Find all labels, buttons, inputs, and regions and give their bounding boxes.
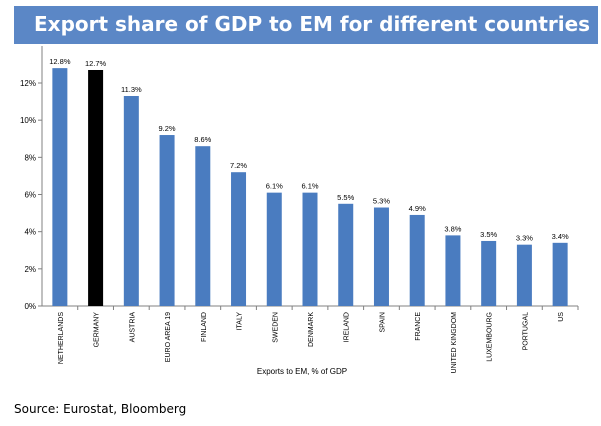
source-note: Source: Eurostat, Bloomberg xyxy=(14,402,187,416)
bar xyxy=(552,242,568,306)
y-tick-label: 12% xyxy=(20,79,36,88)
bar xyxy=(481,240,497,306)
bar xyxy=(409,214,425,306)
bar xyxy=(338,203,354,306)
bar xyxy=(373,207,389,306)
data-label: 5.5% xyxy=(337,193,354,202)
data-label: 3.5% xyxy=(480,230,497,239)
data-label: 11.3% xyxy=(121,85,142,94)
data-label: 3.3% xyxy=(516,234,533,243)
data-label: 8.6% xyxy=(194,135,211,144)
title-bar: Export share of GDP to EM for different … xyxy=(14,6,598,44)
x-tick-label: EURO AREA 19 xyxy=(165,312,172,362)
data-label: 6.1% xyxy=(301,182,318,191)
x-tick-label: US xyxy=(558,312,565,322)
x-tick-label: SPAIN xyxy=(379,312,386,333)
data-label: 5.3% xyxy=(373,197,390,206)
data-label: 4.9% xyxy=(409,204,426,213)
x-tick-label: NETHERLANDS xyxy=(58,312,65,364)
data-label: 3.4% xyxy=(552,232,569,241)
x-tick-label: GERMANY xyxy=(94,312,101,348)
bar xyxy=(52,68,68,306)
x-tick-label: SWEDEN xyxy=(272,312,279,343)
y-tick-label: 8% xyxy=(24,153,36,162)
bar xyxy=(195,146,211,306)
x-tick-label: FINLAND xyxy=(201,312,208,342)
bar xyxy=(445,235,461,306)
bar xyxy=(302,192,318,306)
bar xyxy=(231,172,247,306)
y-tick-label: 0% xyxy=(24,302,36,311)
x-tick-label: UNITED KINGDOM xyxy=(451,312,458,374)
x-axis-title: Exports to EM, % of GDP xyxy=(257,367,347,376)
bar xyxy=(123,96,139,306)
y-tick-label: 2% xyxy=(24,265,36,274)
data-label: 3.8% xyxy=(444,224,461,233)
data-label: 9.2% xyxy=(159,124,176,133)
x-tick-label: ITALY xyxy=(237,312,244,331)
x-tick-label: FRANCE xyxy=(415,312,422,341)
x-tick-label: PORTUGAL xyxy=(522,312,529,350)
bar xyxy=(88,69,104,306)
bar-chart: 0% 2% 4% 6% 8% 10% 12% 12.8% NETHERLANDS 12.7% GER… xyxy=(20,46,579,376)
x-tick-label: DENMARK xyxy=(308,312,315,347)
chart-title: Export share of GDP to EM for different … xyxy=(34,12,591,36)
data-label: 12.7% xyxy=(85,59,107,68)
bar xyxy=(516,244,532,306)
y-tick-label: 4% xyxy=(24,228,36,237)
data-label: 7.2% xyxy=(230,161,247,170)
y-tick-label: 6% xyxy=(24,191,36,200)
bar xyxy=(159,135,175,306)
x-tick-label: LUXEMBOURG xyxy=(487,312,494,362)
y-tick-label: 10% xyxy=(20,116,36,125)
data-label: 12.8% xyxy=(49,57,71,66)
x-tick-label: AUSTRIA xyxy=(129,312,136,343)
x-tick-label: IRELAND xyxy=(344,312,351,342)
data-label: 6.1% xyxy=(266,182,283,191)
bar xyxy=(266,192,282,306)
